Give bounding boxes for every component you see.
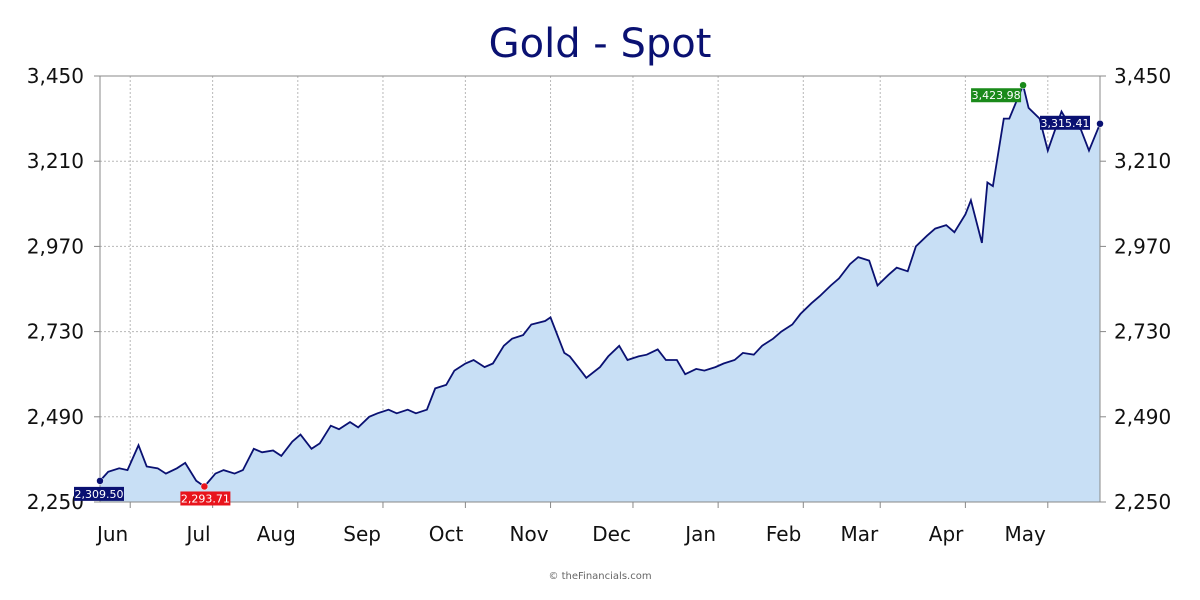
annotation-label-box — [74, 486, 124, 501]
annotation-label-box — [971, 88, 1022, 103]
chart-title: Gold - Spot — [489, 21, 712, 67]
annotation-marker — [1019, 81, 1027, 89]
x-tick-label: Feb — [766, 522, 801, 546]
annotation-marker — [96, 477, 104, 485]
annotation-label: 2,293.71 — [181, 492, 230, 505]
x-tick-label: Jan — [683, 522, 716, 546]
x-tick-label: Mar — [840, 522, 879, 546]
annotation-label-box — [180, 491, 231, 506]
annotation-label: 2,309.50 — [75, 488, 124, 501]
price-area-fill — [100, 85, 1100, 502]
y-tick-label-right: 3,450 — [1114, 64, 1171, 88]
y-axis-right: 2,250 2,490 2,730 2,970 3,210 3,450 — [1100, 64, 1171, 514]
y-tick-label-right: 2,730 — [1114, 320, 1171, 344]
annotation-marker — [1096, 120, 1104, 128]
y-tick-label-left: 3,450 — [27, 64, 84, 88]
x-tick-label: Jul — [184, 522, 210, 546]
annotation-label: 3,423.98 — [972, 89, 1021, 102]
x-axis: Jun Jul Aug Sep Oct Nov Dec Jan Feb Mar Apr May — [95, 502, 1049, 546]
price-series-line — [99, 82, 1101, 488]
y-tick-label-right: 2,970 — [1114, 234, 1171, 258]
x-tick-label: Jun — [95, 522, 128, 546]
y-tick-label-left: 2,970 — [27, 234, 84, 258]
y-tick-label-left: 2,490 — [27, 405, 84, 429]
x-tick-label: Apr — [929, 522, 964, 546]
y-tick-label-right: 3,210 — [1114, 149, 1171, 173]
y-tick-label-left: 3,210 — [27, 149, 84, 173]
plot-frame — [99, 75, 1101, 503]
x-tick-label: Nov — [510, 522, 549, 546]
x-tick-label: Aug — [257, 522, 296, 546]
annotation-marker — [200, 482, 209, 491]
annotation-label: 3,315.41 — [1041, 117, 1090, 130]
y-tick-label-left: 2,730 — [27, 320, 84, 344]
y-tick-label-right: 2,490 — [1114, 405, 1171, 429]
x-tick-label: Sep — [343, 522, 381, 546]
price-annotations: 2,309.50 2,293.71 3,423.98 3,315.41 — [74, 81, 1104, 506]
y-tick-label-right: 2,250 — [1114, 490, 1171, 514]
x-tick-label: May — [1004, 522, 1046, 546]
x-tick-label: Oct — [429, 522, 464, 546]
x-tick-label: Dec — [592, 522, 631, 546]
annotation-label-box — [1040, 115, 1090, 130]
copyright-text: © theFinancials.com — [548, 571, 651, 582]
